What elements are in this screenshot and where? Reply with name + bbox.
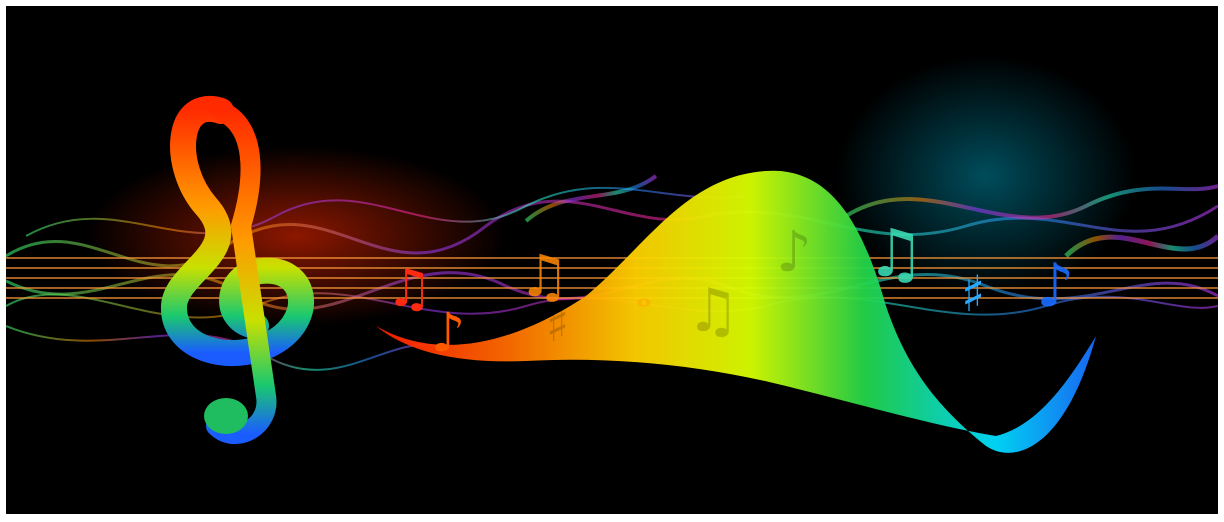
treble-clef-icon: [161, 96, 314, 444]
eighth-note-icon: ♪: [1036, 251, 1074, 321]
sharp-sign-icon: ♯: [546, 297, 569, 353]
beamed-notes-icon: ♫: [866, 215, 925, 292]
ribbon-notes: ♯ ♫ ♪: [546, 220, 812, 353]
rainbow-ribbon: [376, 170, 1096, 453]
sharp-sign-icon: ♯: [961, 265, 985, 323]
artwork-canvas: ♯ ♫ ♪ ♫ ♪ ♫ 𝅝 ♫ ♯ ♪: [6, 56, 1218, 453]
beamed-notes-icon: ♫: [518, 242, 570, 310]
beamed-notes-icon: ♫: [686, 276, 740, 346]
whole-note-icon: 𝅝: [636, 270, 652, 316]
music-artwork: ♯ ♫ ♪ ♫ ♪ ♫ 𝅝 ♫ ♯ ♪: [6, 6, 1218, 514]
eighth-note-icon: ♪: [776, 220, 812, 285]
smoke-wave-decoration: [6, 174, 1218, 371]
eighth-note-icon: ♫: [386, 259, 433, 319]
eighth-note-icon: ♪: [431, 301, 465, 364]
